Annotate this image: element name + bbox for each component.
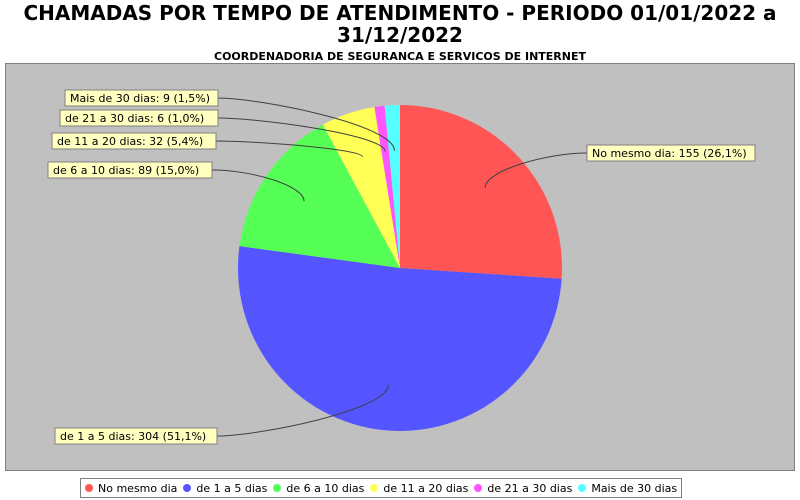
legend-label: de 21 a 30 dias [487,481,573,495]
leader-line [484,152,588,188]
legend-label: Mais de 30 dias [591,481,678,495]
legend-swatch [578,484,587,492]
legend-item: de 6 a 10 dias [273,482,364,495]
pie-slice [238,246,562,432]
data-label: de 1 a 5 dias: 304 (51,1%) [60,430,206,443]
legend: No mesmo dia de 1 a 5 dias de 6 a 10 dias d… [80,478,683,498]
data-label: de 11 a 20 dias: 32 (5,4%) [57,135,203,148]
data-label: de 21 a 30 dias: 6 (1,0%) [65,112,204,125]
leader-line [215,140,363,158]
legend-label: de 6 a 10 dias [286,481,365,495]
chart-title-line-2: 31/12/2022 [337,23,463,47]
legend-item: de 11 a 20 dias [370,482,468,495]
pie-slice [322,107,400,269]
data-label-box [586,144,756,162]
pie-slice [400,105,562,279]
legend-swatch [370,484,379,492]
data-label-box [54,427,218,445]
data-label: Mais de 30 dias: 9 (1,5%) [70,92,210,105]
data-label: de 6 a 10 dias: 89 (15,0%) [53,164,199,177]
legend-label: de 11 a 20 dias [383,481,469,495]
leader-line [217,97,395,151]
legend-item: de 21 a 30 dias [474,482,572,495]
pie-slice [384,105,400,268]
leader-line [211,169,305,202]
legend-swatch [85,484,93,492]
legend-swatch [273,484,282,492]
leader-line [216,384,389,437]
data-label: No mesmo dia: 155 (26,1%) [592,147,747,160]
data-label-box [59,109,219,127]
chart-subtitle: COORDENADORIA DE SEGURANCA E SERVICOS DE… [214,50,586,63]
pie-slice [239,124,400,268]
legend-label: No mesmo dia [98,481,178,495]
legend-swatch [474,484,483,492]
legend-item: de 1 a 5 dias [183,482,267,495]
legend-item: No mesmo dia [85,482,177,495]
data-label-box [47,161,213,179]
chart-title: CHAMADAS POR TEMPO DE ATENDIMENTO - PERI… [0,2,800,46]
chart-title-line-1: CHAMADAS POR TEMPO DE ATENDIMENTO - PERI… [23,1,777,25]
pie-chart: No mesmo dia: 155 (26,1%) de 1 a 5 dias: … [47,89,756,445]
leader-line [217,117,386,152]
data-label-box [51,132,217,150]
data-label-box [64,89,219,107]
legend-item: Mais de 30 dias [578,482,677,495]
legend-label: de 1 a 5 dias [196,481,268,495]
legend-swatch [183,484,192,492]
